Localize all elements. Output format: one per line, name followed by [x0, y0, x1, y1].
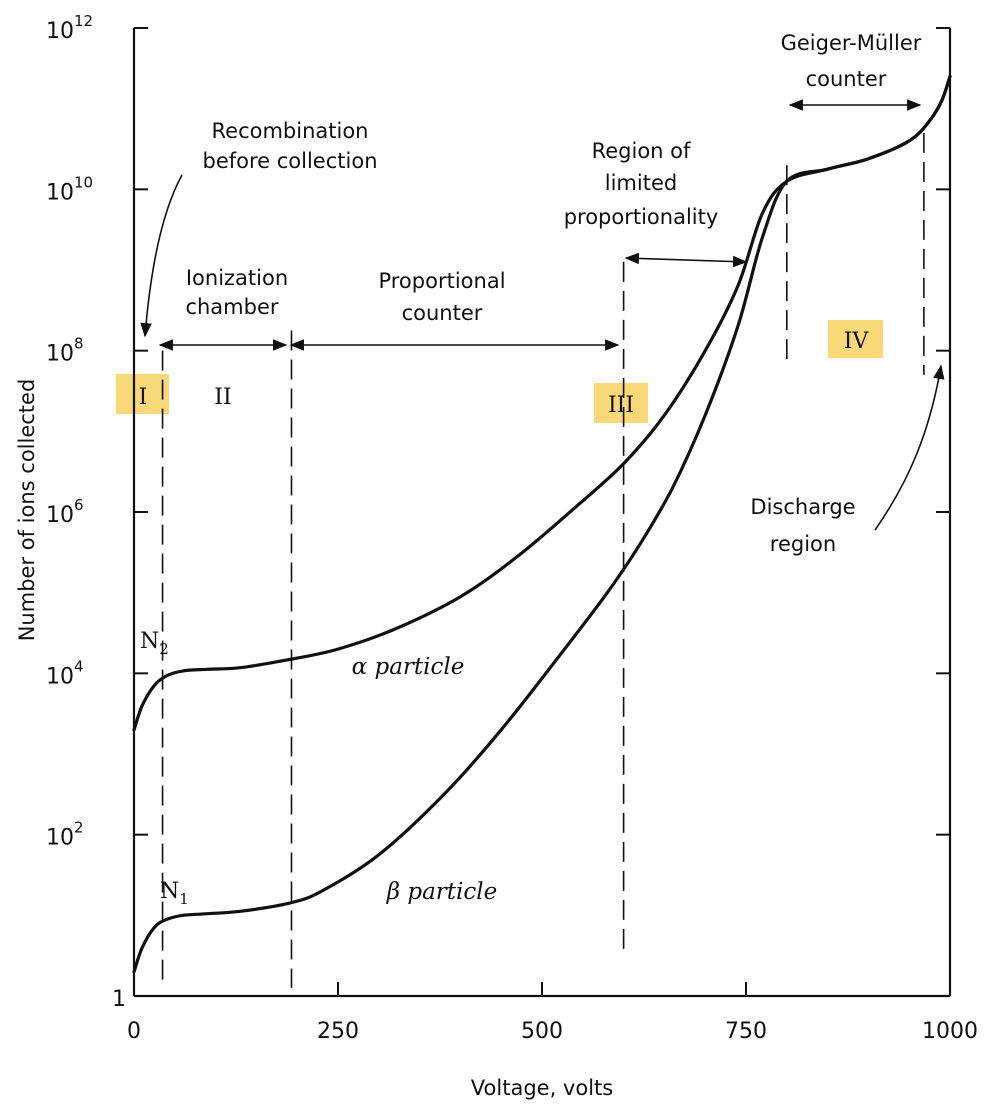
y-axis-ticks: 1 102 104 106 108 1010 1012 [46, 12, 950, 1012]
x-axis-ticks: 0 250 500 750 1000 [127, 982, 978, 1044]
y-tick-label: 1 [112, 987, 126, 1012]
region-i-highlight [116, 374, 169, 414]
region-boundaries [161, 132, 925, 988]
limited-arrow [624, 252, 748, 268]
recombination-arrow [140, 174, 183, 338]
x-tick-label: 0 [127, 1019, 141, 1044]
region-i-label: I [139, 385, 148, 410]
n2-label: N2 [140, 629, 169, 658]
region-iv-highlight [828, 320, 883, 358]
proportional-label-line2: counter [402, 301, 483, 325]
proportional-label-line1: Proportional [378, 269, 505, 293]
geiger-label-line1: Geiger-Müller [781, 31, 922, 55]
beta-particle-curve [132, 74, 952, 974]
beta-curve-label: β particle [386, 879, 498, 905]
limited-label-line3: proportionality [564, 205, 719, 229]
limited-label-line2: limited [605, 171, 677, 195]
alpha-curve-label: α particle [352, 654, 465, 680]
ionization-label-line1: Ionization [186, 266, 288, 290]
x-tick-label: 750 [725, 1019, 767, 1044]
alpha-particle-curve [132, 74, 952, 732]
y-tick-label: 102 [46, 819, 84, 851]
region-iii-highlight [594, 383, 648, 423]
x-axis-label: Voltage, volts [471, 1076, 613, 1100]
geiger-label-line2: counter [806, 67, 887, 91]
ionization-label-line2: chamber [185, 295, 278, 319]
y-axis-label: Number of ions collected [15, 379, 39, 642]
x-tick-label: 250 [317, 1019, 359, 1044]
region-iii-label: III [608, 393, 634, 418]
x-tick-label: 500 [521, 1019, 563, 1044]
y-tick-label: 108 [46, 335, 84, 367]
y-tick-label: 104 [46, 657, 84, 689]
discharge-arrow [874, 364, 945, 531]
x-tick-label: 1000 [922, 1019, 978, 1044]
discharge-label-line2: region [770, 532, 836, 556]
y-tick-label: 1012 [46, 12, 93, 44]
recombination-label-line2: before collection [202, 149, 377, 173]
region-ii-label: II [214, 385, 231, 410]
region-iv-label: IV [844, 329, 870, 354]
recombination-label-line1: Recombination [212, 119, 369, 143]
y-tick-label: 106 [46, 496, 84, 528]
discharge-label-line1: Discharge [750, 495, 855, 519]
limited-label-line1: Region of [592, 139, 691, 163]
y-tick-label: 1010 [46, 173, 93, 205]
n1-label: N1 [160, 879, 189, 908]
curves [132, 74, 952, 974]
